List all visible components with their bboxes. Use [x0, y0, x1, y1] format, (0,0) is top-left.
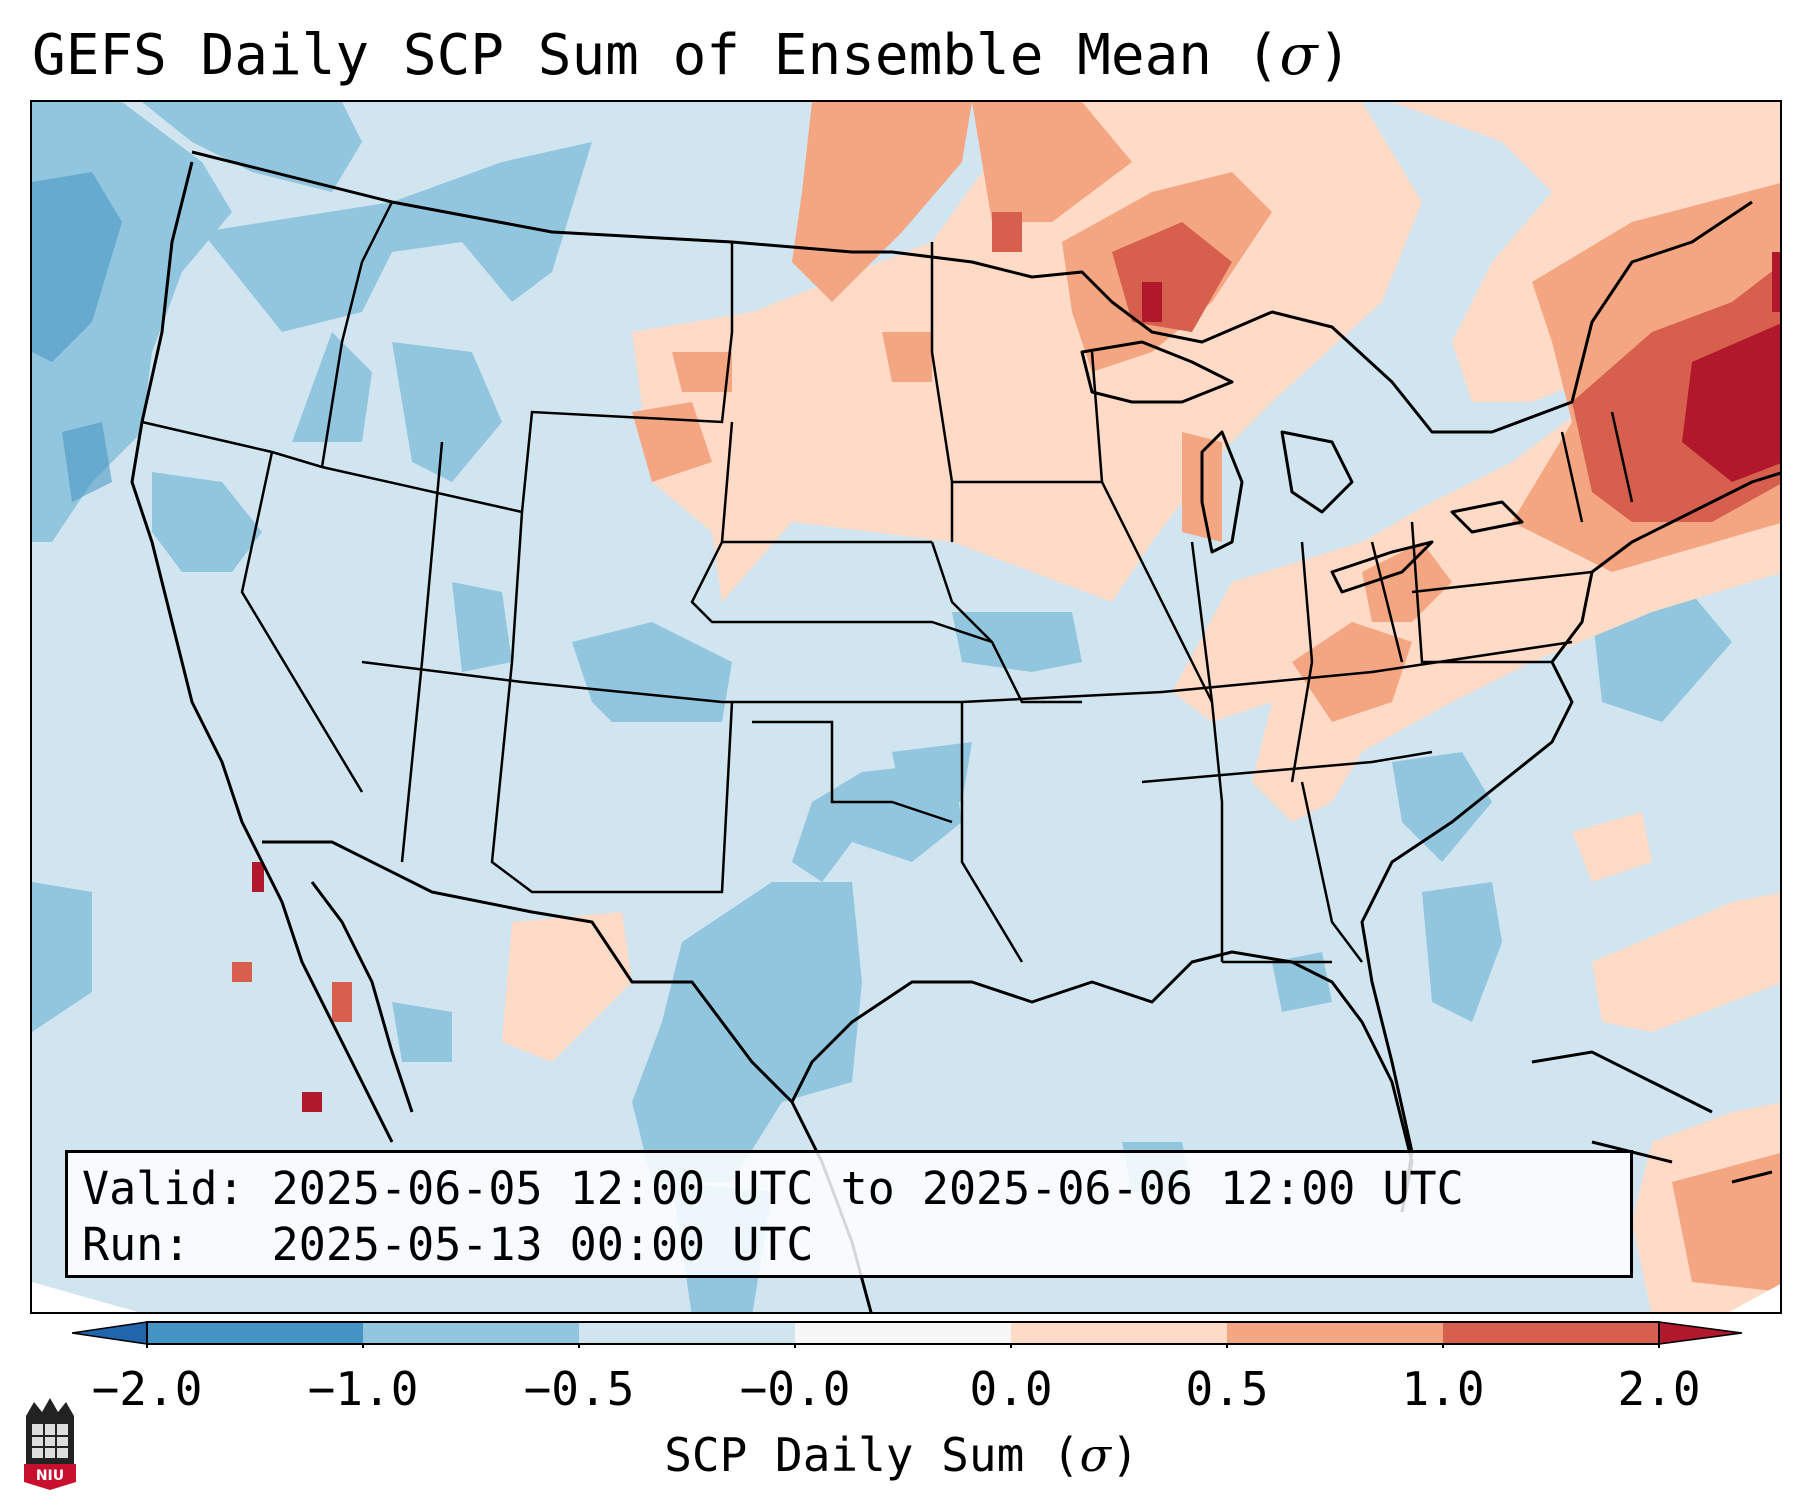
- colorbar-ticks: [146, 1344, 1660, 1348]
- lake-huron: [1280, 430, 1354, 514]
- colorbar-tick-label: −1.0: [307, 1362, 419, 1416]
- map-panel[interactable]: [30, 100, 1782, 1314]
- colorbar-tick-label: 0.5: [1185, 1362, 1269, 1416]
- colorbar-bin-6: [1227, 1322, 1443, 1344]
- colorbar-bin-7: [1443, 1322, 1659, 1344]
- colorbar-outline: [146, 1321, 1660, 1345]
- baja-coastline: [280, 901, 394, 1143]
- colorbar-bin-2: [363, 1322, 579, 1344]
- lake-michigan: [1200, 430, 1244, 554]
- projection-edge-left: [32, 1282, 138, 1312]
- colorbar-tick-label: 1.0: [1401, 1362, 1485, 1416]
- map-title: GEFS Daily SCP Sum of Ensemble Mean (σ): [32, 23, 1352, 88]
- atlantic-coastline: [1360, 471, 1780, 1213]
- run-line: Run: 2025-05-13 00:00 UTC: [82, 1218, 814, 1271]
- coastlines-and-borders: [130, 150, 1780, 1312]
- colorbar-label: SCP Daily Sum (σ): [664, 1428, 1139, 1482]
- gulf-coastline: [790, 950, 1414, 1213]
- lake-superior: [1080, 340, 1234, 404]
- valid-line: Valid: 2025-06-05 12:00 UTC to 2025-06-0…: [82, 1162, 1464, 1215]
- colorbar-tick-label: 2.0: [1617, 1362, 1701, 1416]
- colorbar-tick-label: 0.0: [969, 1362, 1053, 1416]
- colorbar-tick-label: −0.0: [739, 1362, 851, 1416]
- colorbar-under-arrow: [72, 1321, 148, 1345]
- pacific-coastline: [130, 161, 284, 903]
- lake-erie: [1330, 540, 1434, 594]
- west-us-low-values: [152, 142, 972, 802]
- pacific-lower-values: [32, 172, 122, 502]
- svg-text:NIU: NIU: [36, 1468, 64, 1484]
- lake-ontario: [1450, 500, 1524, 534]
- us-mexico-border: [262, 840, 794, 1104]
- projection-edge-right: [1729, 1284, 1780, 1312]
- niu-logo: NIU: [24, 1398, 76, 1490]
- state-borders: [141, 201, 1634, 964]
- colorbar-bin-4: [795, 1322, 1011, 1344]
- colorbar-over-arrow: [1658, 1321, 1743, 1345]
- texas-low-values: [392, 612, 1082, 1312]
- us-canada-border: [191, 150, 1753, 434]
- extreme-high-values: [252, 252, 1780, 1112]
- colorbar-bin-1: [147, 1322, 363, 1344]
- validity-info-box: Valid: 2025-06-05 12:00 UTC to 2025-06-0…: [65, 1150, 1633, 1278]
- colorbar-bin-3: [579, 1322, 795, 1344]
- scp-map: [32, 102, 1780, 1312]
- colorbar-tick-label: −0.5: [523, 1362, 635, 1416]
- colorbar-tick-label: −2.0: [91, 1362, 203, 1416]
- colorbar-bin-5: [1011, 1322, 1227, 1344]
- colorbar: [72, 1321, 1743, 1348]
